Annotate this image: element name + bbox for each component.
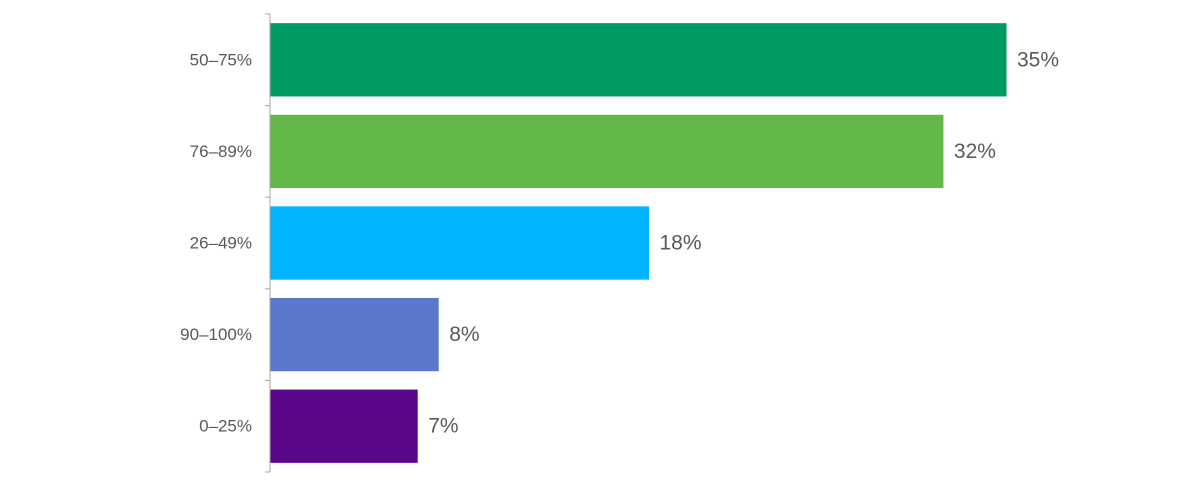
category-label: 0–25% [199,417,252,436]
category-label: 26–49% [190,233,252,252]
category-label: 76–89% [190,142,252,161]
bar [270,297,439,372]
value-label: 8% [449,323,479,346]
value-label: 35% [1017,48,1059,71]
value-label: 32% [954,140,996,163]
bar [270,206,650,280]
bar [270,23,1007,97]
category-label: 50–75% [190,50,252,69]
bar [270,389,418,463]
value-label: 18% [660,232,702,255]
category-label: 90–100% [180,325,252,344]
bar [270,114,944,189]
value-label: 7% [428,415,458,438]
